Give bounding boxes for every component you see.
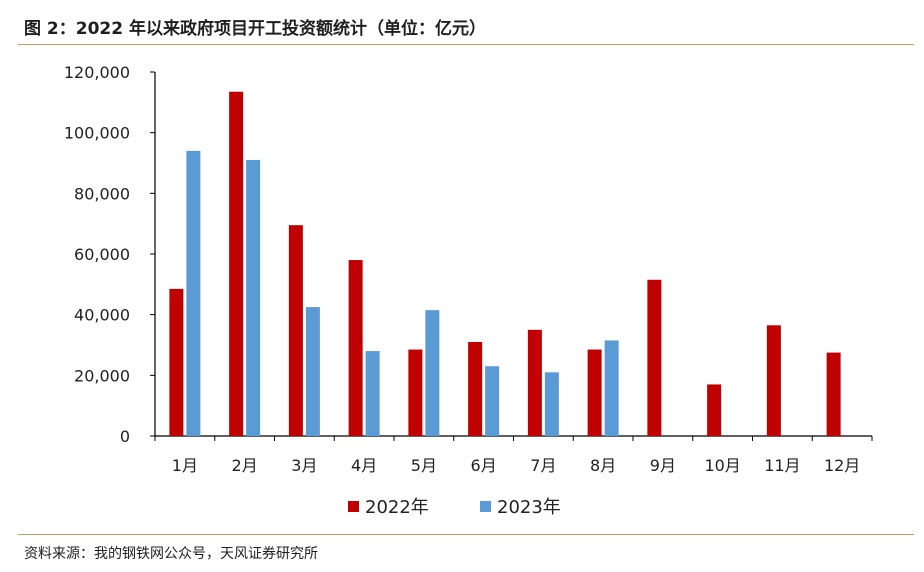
y-axis: 0 20,000 40,000 60,000 80,000 100,000 120,000: [64, 63, 156, 446]
y-tick-label: 80,000: [74, 184, 130, 203]
bar-2022年-4月: [348, 260, 363, 436]
bar-2023年-2月: [246, 159, 261, 436]
bar-2023年-4月: [365, 351, 380, 436]
bar-2022年-10月: [707, 384, 722, 436]
title-divider: [18, 44, 914, 45]
y-tick-label: 100,000: [64, 124, 130, 143]
bar-2022年-1月: [169, 288, 184, 436]
x-tick-label: 5月: [411, 456, 437, 475]
bar-2022年-7月: [527, 329, 542, 436]
bar-2022年-6月: [468, 341, 483, 436]
x-tick-label: 6月: [471, 456, 497, 475]
x-tick-label: 2月: [232, 456, 258, 475]
y-tick-label: 120,000: [64, 63, 130, 82]
bar-2023年-7月: [544, 372, 559, 436]
x-tick-label: 9月: [650, 456, 676, 475]
bar-2023年-6月: [485, 366, 500, 436]
bar-2022年-5月: [408, 349, 423, 436]
figure-title: 图 2：2022 年以来政府项目开工投资额统计（单位：亿元）: [24, 19, 486, 39]
y-tick-label: 0: [120, 427, 130, 446]
source-note: 资料来源：我的钢铁网公众号，天风证券研究所: [24, 546, 318, 562]
bar-2022年-9月: [647, 279, 662, 436]
x-tick-label: 7月: [530, 456, 556, 475]
source-divider: [18, 534, 914, 535]
bar-2023年-8月: [604, 340, 619, 436]
y-tick-label: 40,000: [74, 306, 130, 325]
bar-2022年-2月: [229, 91, 244, 436]
x-tick-label: 1月: [172, 456, 198, 475]
bar-2022年-11月: [766, 325, 781, 436]
y-tick-label: 20,000: [74, 366, 130, 385]
legend-swatch: [348, 501, 359, 512]
bar-2023年-5月: [425, 310, 440, 436]
legend: 2022年 2023年: [348, 497, 561, 518]
y-tick-label: 60,000: [74, 245, 130, 264]
x-tick-label: 3月: [291, 456, 317, 475]
x-tick-label: 12月: [824, 456, 860, 475]
legend-label: 2022年: [365, 497, 429, 518]
x-tick-label: 8月: [590, 456, 616, 475]
bar-2022年-12月: [826, 352, 841, 436]
bar-2023年-3月: [305, 307, 320, 436]
bar-2022年-3月: [288, 225, 303, 436]
legend-label: 2023年: [497, 497, 561, 518]
x-tick-label: 10月: [704, 456, 740, 475]
bar-2022年-8月: [587, 349, 602, 436]
legend-swatch: [480, 501, 491, 512]
x-tick-label: 11月: [764, 456, 800, 475]
bar-2023年-1月: [186, 150, 201, 436]
bars: [169, 91, 841, 436]
x-axis: 1月 2月 3月 4月 5月 6月 7月 8月 9月 10月 11月 12月: [154, 435, 873, 475]
x-tick-label: 4月: [351, 456, 377, 475]
